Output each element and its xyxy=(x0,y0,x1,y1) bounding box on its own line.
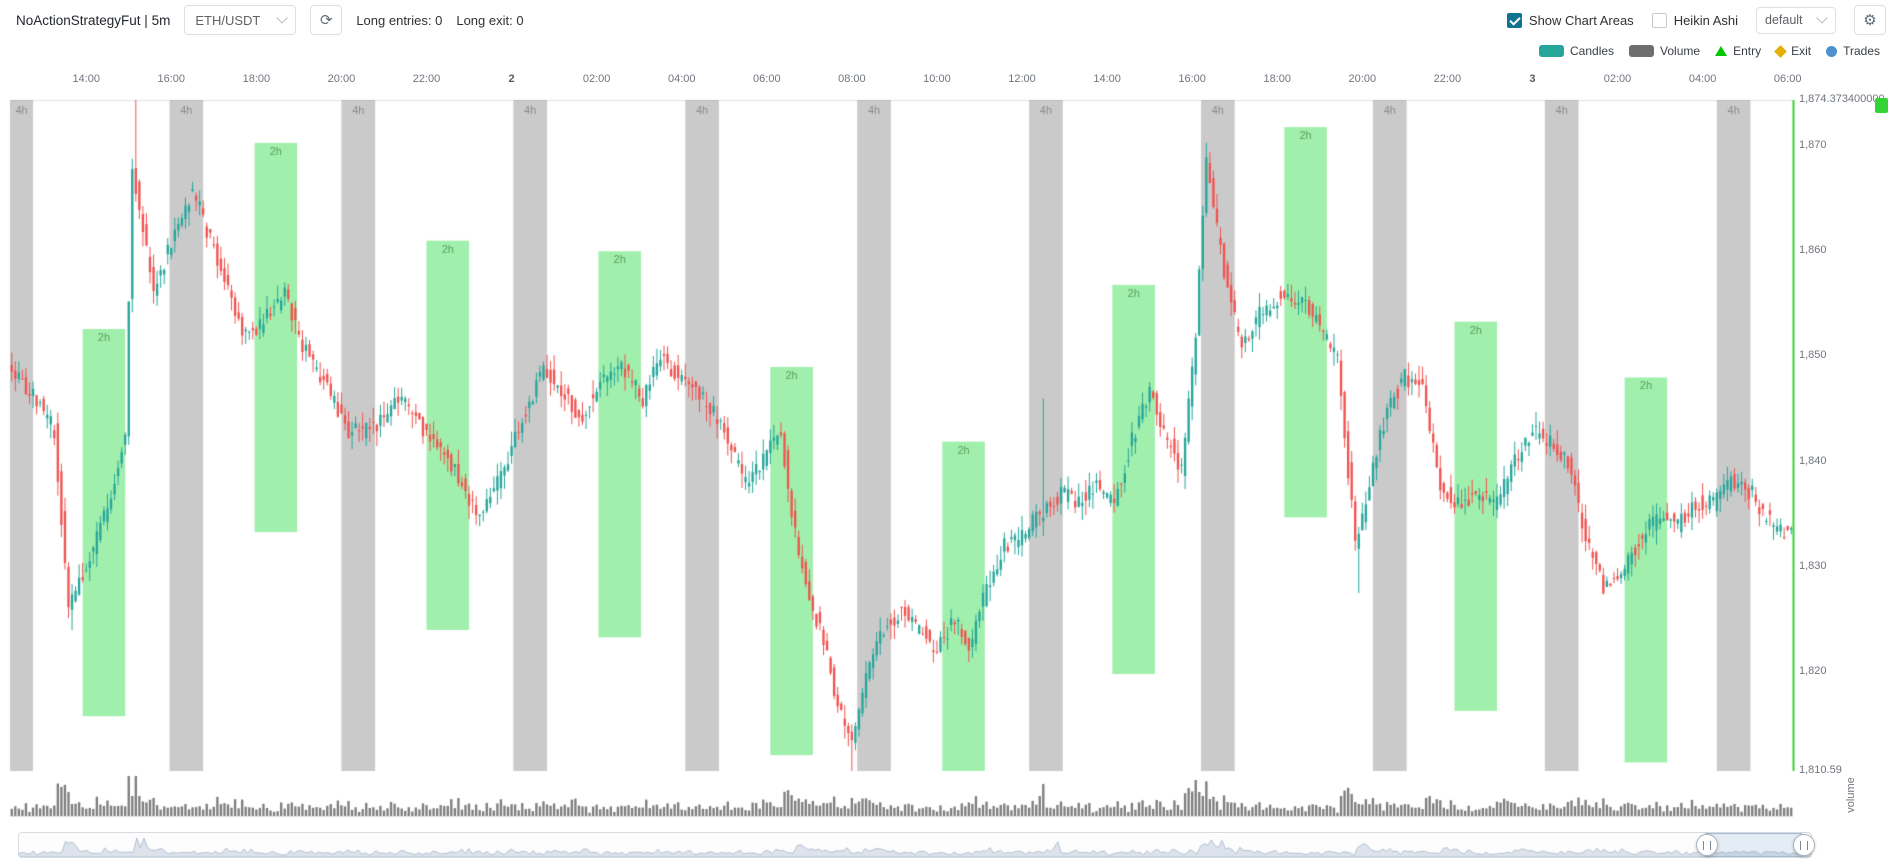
legend-label: Trades xyxy=(1843,44,1880,58)
datazoom-handle-right[interactable] xyxy=(1793,834,1816,856)
legend-item-exit[interactable]: Exit xyxy=(1774,44,1812,58)
time-axis-label: 06:00 xyxy=(753,73,781,85)
legend-label: Candles xyxy=(1570,44,1615,58)
chart-legend: Candles Volume Entry Exit Trades xyxy=(1539,40,1880,62)
heikin-ashi-checkbox-box[interactable] xyxy=(1651,12,1667,28)
heikin-ashi-checkbox[interactable]: Heikin Ashi xyxy=(1651,12,1738,28)
price-axis-label: 1,870 xyxy=(1799,139,1827,151)
price-axis-label: 1,830 xyxy=(1799,559,1827,572)
legend-label: Entry xyxy=(1733,44,1762,58)
time-axis-label: 06:00 xyxy=(1773,73,1802,85)
plot-config-select-value: default xyxy=(1765,13,1803,27)
time-axis-label: 20:00 xyxy=(1348,73,1377,85)
time-axis-label: 02:00 xyxy=(1603,73,1632,85)
gear-icon: ⚙ xyxy=(1863,12,1877,29)
long-exit-stat: Long exit: 0 xyxy=(456,12,524,28)
plot-config-select[interactable]: default xyxy=(1756,6,1836,34)
datazoom-slider[interactable] xyxy=(18,832,1816,858)
time-axis-label: 18:00 xyxy=(242,73,271,85)
time-axis-label: 22:00 xyxy=(1433,73,1462,85)
chevron-down-icon xyxy=(1816,12,1828,24)
pause-bars-icon xyxy=(1800,840,1809,850)
legend-item-candles[interactable]: Candles xyxy=(1539,44,1614,58)
settings-button[interactable]: ⚙ xyxy=(1854,5,1886,35)
price-axis-label: 1,820 xyxy=(1799,665,1827,677)
time-axis-label: 16:00 xyxy=(1178,73,1206,85)
time-axis-label: 16:00 xyxy=(157,73,186,85)
pause-bars-icon xyxy=(1703,840,1712,850)
time-axis-label: 20:00 xyxy=(327,73,356,85)
legend-label: Exit xyxy=(1791,44,1812,58)
max-price-tag xyxy=(1875,98,1888,113)
chart-header: NoActionStrategyFut | 5m ETH/USDT ⟳ Long… xyxy=(0,0,1902,40)
legend-item-volume[interactable]: Volume xyxy=(1629,44,1700,58)
header-left-group: NoActionStrategyFut | 5m ETH/USDT ⟳ Long… xyxy=(16,5,524,35)
time-axis-label: 22:00 xyxy=(412,73,441,85)
legend-item-trades[interactable]: Trades xyxy=(1826,44,1880,58)
time-axis-label: 04:00 xyxy=(667,73,696,85)
chart-area: 14:00 16:00 18:00 20:00 22:00 2 02:00 04:00 06:0… xyxy=(0,62,1902,822)
show-chart-areas-checkbox-box[interactable] xyxy=(1506,12,1522,28)
header-right-group: Show Chart Areas Heikin Ashi default ⚙ xyxy=(1506,5,1886,35)
time-axis-label: 12:00 xyxy=(1008,73,1036,85)
pair-select-value: ETH/USDT xyxy=(195,12,261,28)
volume-swatch xyxy=(1629,45,1655,57)
legend-item-entry[interactable]: Entry xyxy=(1715,44,1761,58)
time-axis-label: 2 xyxy=(508,73,515,85)
entry-triangle-icon xyxy=(1715,46,1728,56)
show-chart-areas-checkbox[interactable]: Show Chart Areas xyxy=(1506,12,1634,28)
price-axis-label: 1,840 xyxy=(1799,454,1827,467)
price-axis-label: 1,874.373400000 xyxy=(1799,93,1885,105)
strategy-title: NoActionStrategyFut | 5m xyxy=(16,12,171,28)
candlestick-chart-canvas[interactable] xyxy=(0,62,1902,822)
time-axis-label: 08:00 xyxy=(838,73,866,85)
exit-diamond-icon xyxy=(1774,44,1787,58)
time-axis-label: 14:00 xyxy=(72,73,100,85)
refresh-button[interactable]: ⟳ xyxy=(310,5,343,35)
time-axis-label: 10:00 xyxy=(923,73,951,85)
time-axis-label: 18:00 xyxy=(1263,73,1291,85)
price-axis-label: 1,850 xyxy=(1799,349,1827,362)
check-icon xyxy=(1509,13,1521,26)
time-axis-label: 02:00 xyxy=(582,73,611,85)
chevron-down-icon xyxy=(276,12,288,24)
trades-circle-icon xyxy=(1826,45,1838,57)
datazoom-handle-left[interactable] xyxy=(1696,834,1719,856)
time-axis-label: 04:00 xyxy=(1688,73,1717,85)
candles-swatch xyxy=(1539,45,1564,57)
show-chart-areas-label: Show Chart Areas xyxy=(1528,12,1634,28)
datazoom-track[interactable] xyxy=(19,833,1811,857)
price-axis-label: 1,810.59 xyxy=(1799,764,1842,776)
time-axis-label: 3 xyxy=(1529,73,1536,85)
price-axis-label: 1,860 xyxy=(1799,244,1827,257)
time-axis-label: 14:00 xyxy=(1093,73,1121,85)
pair-select[interactable]: ETH/USDT xyxy=(184,5,297,35)
refresh-icon: ⟳ xyxy=(320,12,333,29)
legend-label: Volume xyxy=(1660,44,1701,58)
long-entries-stat: Long entries: 0 xyxy=(356,12,443,28)
volume-axis-name: volume xyxy=(1845,777,1857,813)
heikin-ashi-label: Heikin Ashi xyxy=(1673,12,1738,28)
